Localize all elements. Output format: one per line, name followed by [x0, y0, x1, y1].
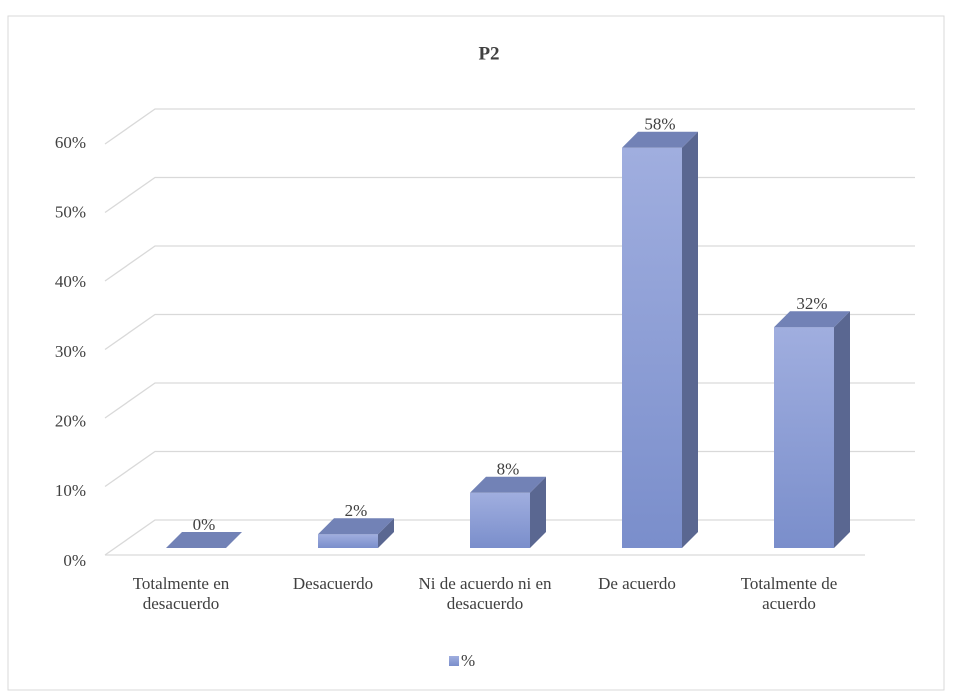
x-tick-label: De acuerdo	[598, 574, 676, 593]
y-tick-label: 20%	[55, 412, 86, 431]
y-tick-label: 30%	[55, 342, 86, 361]
value-label: 2%	[345, 501, 368, 520]
y-tick-label: 10%	[55, 481, 86, 500]
value-label: 32%	[796, 294, 827, 313]
grid-line	[104, 108, 915, 145]
x-tick-label: Desacuerdo	[292, 574, 374, 593]
y-tick-label: 60%	[55, 133, 86, 152]
bar-side	[682, 131, 698, 549]
chart-title: P2	[478, 43, 499, 64]
bar-top	[166, 532, 242, 548]
bar-top	[470, 476, 546, 493]
bar	[318, 534, 378, 548]
bar-side	[378, 518, 394, 548]
bar-side	[530, 476, 546, 548]
legend-swatch	[449, 656, 459, 666]
x-tick-label: Totalmente de acuerdo	[740, 574, 838, 613]
value-label: 58%	[644, 115, 675, 134]
bar-top	[622, 131, 698, 148]
bar-top	[318, 518, 394, 535]
bar-top	[774, 311, 850, 328]
y-tick-label: 0%	[63, 551, 86, 570]
value-label: 0%	[193, 515, 216, 534]
bar	[622, 147, 682, 549]
value-label: 8%	[497, 460, 520, 479]
y-tick-label: 40%	[55, 272, 86, 291]
x-tick-label: Ni de acuerdo ni en desacuerdo	[418, 574, 552, 613]
bar-side	[834, 311, 850, 548]
bar	[774, 327, 834, 548]
legend-label: %	[461, 651, 475, 670]
bar	[470, 492, 530, 548]
x-tick-label: Totalmente en desacuerdo	[132, 574, 230, 613]
y-tick-label: 50%	[55, 203, 86, 222]
